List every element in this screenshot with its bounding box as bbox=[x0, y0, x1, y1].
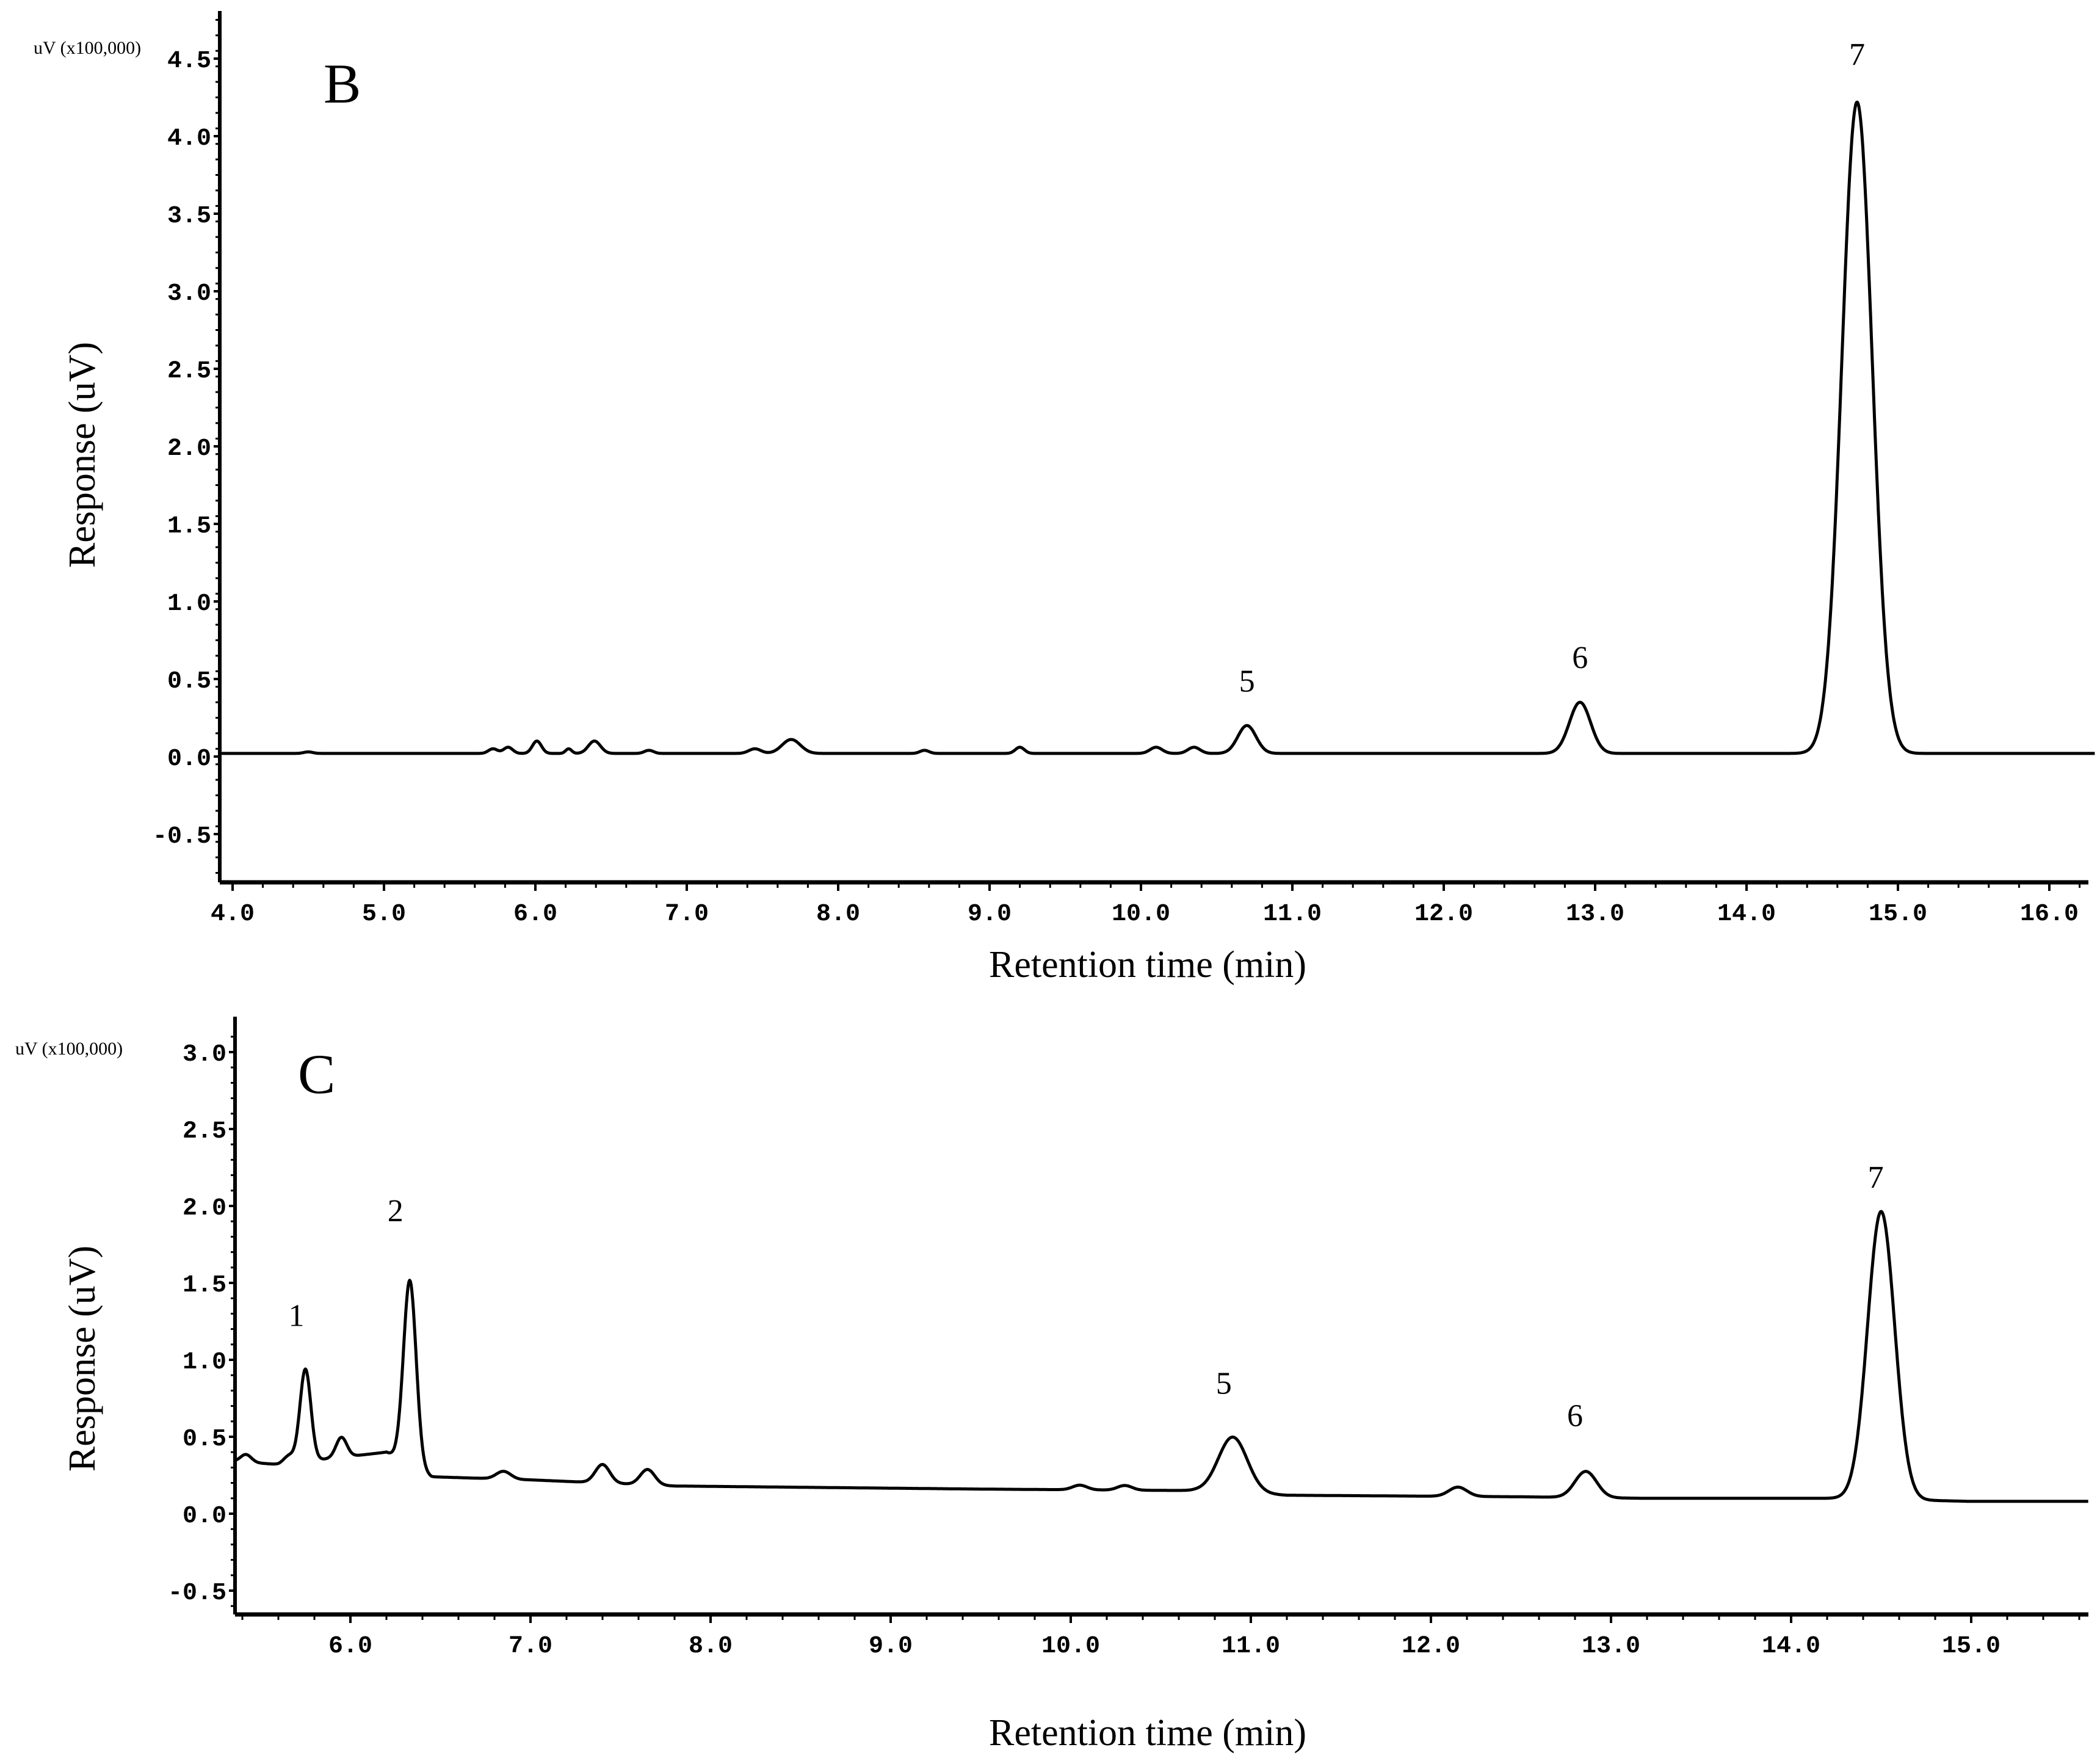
svg-text:2.5: 2.5 bbox=[183, 1118, 226, 1146]
peak-labels-c: 1 2 5 6 7 bbox=[289, 1160, 1884, 1434]
chart-panel-c: uV (x100,000) C Response (uV) Retention … bbox=[15, 1017, 2089, 1754]
axes-c: -0.5 0.0 0.5 1.0 1.5 2.0 2.5 3.0 6.0 7.0 8.0 9.0 10.… bbox=[168, 1017, 2088, 1660]
svg-text:12.0: 12.0 bbox=[1402, 1633, 1460, 1660]
svg-text:11.0: 11.0 bbox=[1263, 901, 1322, 928]
svg-text:12.0: 12.0 bbox=[1414, 901, 1473, 928]
svg-text:4.0: 4.0 bbox=[211, 901, 255, 928]
peak-label: 1 bbox=[289, 1299, 305, 1334]
svg-text:1.0: 1.0 bbox=[167, 590, 211, 618]
panel-label-b: B bbox=[324, 53, 361, 115]
svg-text:7.0: 7.0 bbox=[509, 1633, 552, 1660]
svg-text:0.0: 0.0 bbox=[183, 1503, 226, 1530]
peak-label: 6 bbox=[1567, 1398, 1583, 1433]
svg-text:16.0: 16.0 bbox=[2020, 901, 2079, 928]
svg-text:7.0: 7.0 bbox=[665, 901, 709, 928]
svg-text:6.0: 6.0 bbox=[328, 1633, 372, 1660]
svg-text:14.0: 14.0 bbox=[1717, 901, 1776, 928]
svg-text:0.5: 0.5 bbox=[183, 1426, 226, 1453]
svg-text:2.0: 2.0 bbox=[167, 435, 211, 463]
panel-label-c: C bbox=[298, 1043, 335, 1105]
svg-text:10.0: 10.0 bbox=[1041, 1633, 1100, 1660]
x-axis-title-b: Retention time (min) bbox=[989, 944, 1306, 986]
svg-text:6.0: 6.0 bbox=[513, 901, 557, 928]
svg-text:4.0: 4.0 bbox=[167, 125, 211, 153]
axes-b: -0.5 0.0 0.5 1.0 1.5 2.0 2.5 3.0 3.5 4.0 4.5 4.0 5.0… bbox=[153, 11, 2088, 928]
svg-text:8.0: 8.0 bbox=[816, 901, 860, 928]
trace-b bbox=[219, 100, 2096, 755]
peak-label: 7 bbox=[1868, 1160, 1884, 1195]
svg-text:1.5: 1.5 bbox=[183, 1272, 226, 1299]
svg-text:1.5: 1.5 bbox=[167, 513, 211, 540]
unit-label-c: uV (x100,000) bbox=[15, 1039, 123, 1059]
svg-text:2.0: 2.0 bbox=[183, 1195, 226, 1222]
svg-text:5.0: 5.0 bbox=[362, 901, 406, 928]
chart-panel-b: uV (x100,000) B Response (uV) Retention … bbox=[34, 11, 2096, 986]
svg-text:10.0: 10.0 bbox=[1112, 901, 1170, 928]
svg-text:15.0: 15.0 bbox=[1869, 901, 1927, 928]
svg-text:13.0: 13.0 bbox=[1582, 1633, 1640, 1660]
x-axis-title-c: Retention time (min) bbox=[989, 1712, 1306, 1754]
peak-label: 5 bbox=[1216, 1366, 1232, 1401]
svg-text:1.0: 1.0 bbox=[183, 1349, 226, 1376]
peak-labels-b: 5 6 7 bbox=[1239, 37, 1865, 699]
svg-text:9.0: 9.0 bbox=[968, 901, 1012, 928]
unit-label-b: uV (x100,000) bbox=[34, 38, 141, 58]
peak-label: 2 bbox=[388, 1194, 404, 1229]
svg-text:15.0: 15.0 bbox=[1942, 1633, 2000, 1660]
svg-text:13.0: 13.0 bbox=[1566, 901, 1624, 928]
svg-text:3.0: 3.0 bbox=[167, 280, 211, 308]
y-axis-title-b: Response (uV) bbox=[62, 342, 103, 568]
peak-label: 5 bbox=[1239, 664, 1255, 699]
svg-text:8.0: 8.0 bbox=[689, 1633, 733, 1660]
svg-text:0.5: 0.5 bbox=[167, 668, 211, 695]
svg-text:11.0: 11.0 bbox=[1222, 1633, 1280, 1660]
svg-text:-0.5: -0.5 bbox=[153, 823, 211, 851]
svg-text:14.0: 14.0 bbox=[1762, 1633, 1820, 1660]
svg-text:3.5: 3.5 bbox=[167, 203, 211, 230]
trace-c bbox=[234, 1210, 2089, 1503]
svg-text:2.5: 2.5 bbox=[167, 358, 211, 385]
peak-label: 7 bbox=[1849, 37, 1865, 72]
svg-text:0.0: 0.0 bbox=[167, 746, 211, 773]
y-axis-title-c: Response (uV) bbox=[62, 1246, 103, 1472]
svg-text:4.5: 4.5 bbox=[167, 48, 211, 75]
svg-text:-0.5: -0.5 bbox=[168, 1580, 226, 1607]
svg-text:9.0: 9.0 bbox=[869, 1633, 913, 1660]
peak-label: 6 bbox=[1572, 641, 1588, 675]
svg-text:3.0: 3.0 bbox=[183, 1041, 226, 1069]
